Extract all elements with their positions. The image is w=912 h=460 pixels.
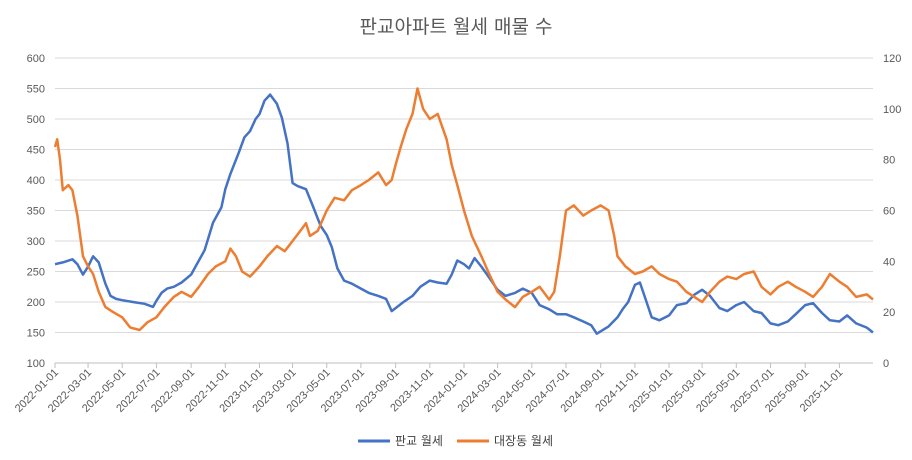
y-right-tick-label: 40 <box>883 256 895 268</box>
series-line-0 <box>54 93 874 335</box>
y-left-tick-label: 400 <box>27 175 45 187</box>
y-left-tick-label: 250 <box>27 267 45 279</box>
y-left-tick-label: 300 <box>27 236 45 248</box>
y-left-tick-label: 150 <box>27 328 45 340</box>
y-right-tick-label: 80 <box>883 155 895 167</box>
y-left-tick-label: 350 <box>27 206 45 218</box>
legend: 판교 월세 대장동 월세 <box>358 434 553 448</box>
y-axis-right: 0 20 40 60 80 100 120 <box>883 53 901 370</box>
y-left-tick-label: 550 <box>27 84 45 96</box>
x-axis: 2022-01-012022-03-012022-05-012022-07-01… <box>13 362 873 415</box>
y-left-tick-label: 600 <box>27 53 45 65</box>
y-left-tick-label: 450 <box>27 145 45 157</box>
legend-label-pangyo: 판교 월세 <box>395 434 443 448</box>
y-right-tick-label: 100 <box>883 104 901 116</box>
series-line-1 <box>53 87 874 332</box>
y-right-tick-label: 60 <box>883 206 895 218</box>
y-left-tick-label: 100 <box>27 358 45 370</box>
y-right-tick-label: 0 <box>883 358 889 370</box>
legend-label-daejang: 대장동 월세 <box>494 434 553 448</box>
y-right-tick-label: 120 <box>883 53 901 65</box>
chart-title: 판교아파트 월세 매물 수 <box>360 16 553 38</box>
series-lines <box>53 87 874 335</box>
y-left-tick-label: 200 <box>27 297 45 309</box>
y-right-tick-label: 20 <box>883 307 895 319</box>
y-axis-left: 100 150 200 250 300 350 400 450 500 550 600 <box>27 53 45 370</box>
y-left-tick-label: 500 <box>27 114 45 126</box>
